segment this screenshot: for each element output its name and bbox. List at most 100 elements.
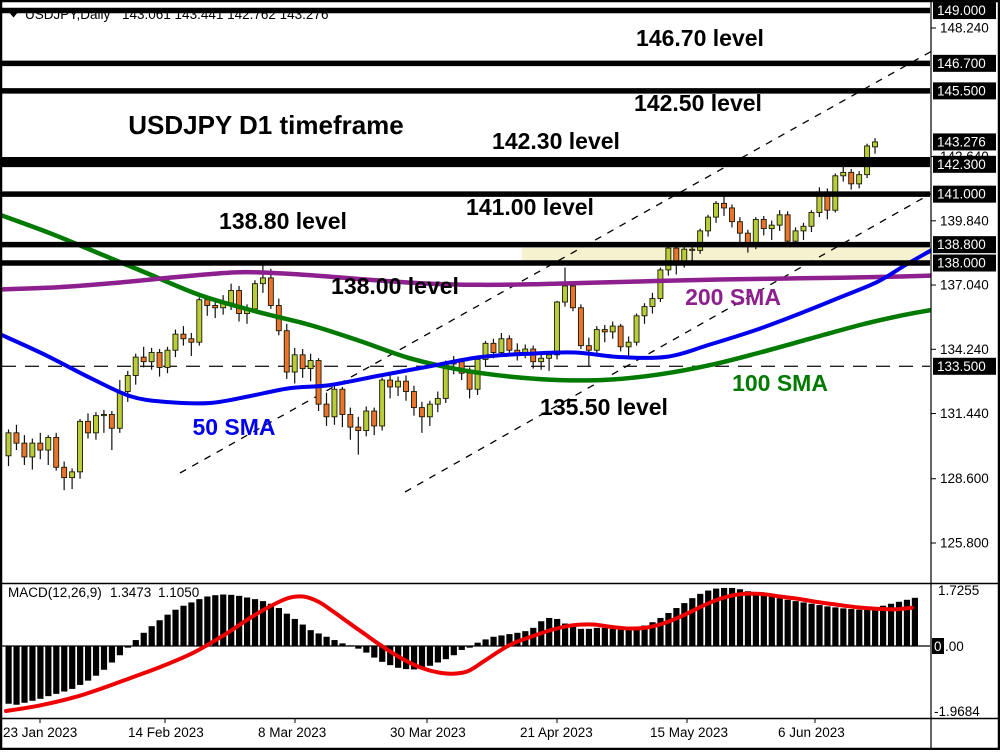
macd-histogram-bar	[641, 625, 648, 646]
candle-bearish	[315, 360, 322, 405]
level-label-141-00: 141.00 level	[466, 194, 594, 220]
candle-bullish	[379, 379, 386, 427]
macd-histogram-bar	[204, 596, 211, 646]
macd-histogram-bar	[29, 646, 36, 701]
macd-histogram-bar	[5, 646, 12, 704]
price-axis[interactable]: 148.240142.640139.840137.040134.240131.4…	[931, 2, 996, 550]
macd-histogram-bar	[506, 634, 513, 646]
macd-histogram-bar	[840, 608, 847, 646]
symbol-dropdown-icon[interactable]	[8, 11, 19, 18]
macd-histogram-bar	[307, 630, 314, 646]
candle-bullish	[164, 349, 171, 368]
candle-bearish	[204, 299, 211, 306]
candle-bearish	[490, 342, 497, 353]
macd-histogram-bar	[824, 606, 831, 646]
candle-bullish	[657, 269, 664, 300]
macd-histogram-bar	[633, 626, 640, 646]
sma-100-label: 100 SMA	[732, 370, 828, 396]
candle-bullish	[800, 225, 807, 232]
candle-bullish	[705, 216, 712, 232]
macd-zero-marker	[932, 638, 944, 654]
candle-bearish	[617, 325, 624, 348]
macd-histogram-bar	[872, 607, 879, 646]
candle-bearish	[37, 442, 44, 451]
macd-signal-line	[4, 591, 914, 713]
annotation-labels: 146.70 level 142.50 level USDJPY D1 time…	[128, 25, 828, 440]
candle-bullish	[546, 354, 553, 359]
candle-bearish	[570, 285, 576, 309]
date-tick-label: 23 Jan 2023	[3, 725, 77, 740]
macd-histogram-bar	[736, 589, 744, 646]
macd-histogram-bar	[832, 607, 839, 646]
candle-bearish	[784, 214, 791, 242]
macd-histogram-bar	[347, 645, 354, 647]
macd-histogram-bar	[697, 593, 704, 646]
candle-bearish	[371, 410, 378, 427]
macd-histogram-bar	[895, 601, 903, 646]
candle-bearish	[736, 221, 743, 234]
highlight-band	[522, 247, 930, 261]
candle-bullish	[100, 414, 107, 417]
macd-histogram-bar	[267, 603, 275, 646]
level-label-142-30: 142.30 level	[492, 128, 620, 154]
macd-histogram-bar	[116, 646, 123, 656]
macd-histogram-bar	[880, 605, 887, 646]
candle-bearish	[21, 442, 28, 458]
candle-bullish	[697, 230, 704, 251]
level-label-138-80: 138.80 level	[219, 208, 347, 234]
candle-bullish	[124, 375, 131, 392]
candle-bullish	[593, 329, 600, 351]
date-tick-label: 21 Apr 2023	[520, 725, 593, 740]
price-level-badge-label: 141.000	[937, 187, 986, 202]
macd-histogram-bar	[649, 622, 656, 646]
candle-bullish	[665, 247, 672, 271]
macd-histogram-bar	[601, 627, 608, 646]
candle-bullish	[228, 290, 235, 304]
trendline-dashed[interactable]	[179, 50, 932, 474]
candle-bearish	[577, 307, 584, 347]
macd-histogram-bar	[752, 593, 759, 646]
price-tick-label: 137.040	[940, 278, 989, 293]
candle-bullish	[132, 356, 139, 376]
date-tick-label: 30 Mar 2023	[390, 725, 466, 740]
trendline-dashed[interactable]	[404, 192, 932, 493]
macd-histogram-bar	[403, 646, 410, 670]
macd-histogram-bar	[458, 646, 465, 650]
time-axis[interactable]: 23 Jan 2023 14 Feb 2023 8 Mar 2023 30 Mar 2…	[3, 718, 845, 740]
macd-histogram-bar	[816, 605, 823, 646]
macd-histogram-bar	[108, 646, 116, 663]
macd-histogram-bar	[498, 635, 505, 646]
macd-histogram-bar	[164, 614, 171, 646]
macd-histogram-bar	[251, 599, 259, 646]
macd-histogram-bar	[21, 646, 28, 703]
macd-histogram-bar	[665, 613, 672, 646]
candle-bullish	[808, 212, 815, 227]
candle-bullish	[625, 341, 632, 348]
candle-bullish	[69, 471, 76, 479]
macd-histogram-bar	[132, 640, 139, 646]
candle-bearish	[347, 414, 354, 428]
macd-histogram-bar	[721, 587, 728, 646]
macd-histogram-bar	[61, 646, 68, 692]
sma-200-label: 200 SMA	[685, 284, 781, 310]
macd-histogram-bar	[291, 618, 298, 646]
sma-lines	[2, 213, 931, 406]
candle-bearish	[848, 171, 855, 185]
symbol-period-label: USDJPY,Daily	[25, 7, 111, 22]
candle-bearish	[283, 330, 290, 373]
macd-indicator-label: MACD(12,26,9)	[8, 585, 102, 600]
candle-bearish	[236, 290, 243, 314]
macd-histogram-bar	[299, 624, 306, 646]
macd-histogram-bar	[37, 646, 44, 699]
macd-histogram-bar	[13, 646, 20, 705]
candle-bullish	[196, 299, 203, 343]
macd-histogram-bar	[911, 597, 918, 646]
price-tick-label: 139.840	[940, 213, 989, 228]
price-level-badge	[933, 254, 996, 272]
macd-histogram-bar	[800, 602, 807, 646]
macd-histogram-bar	[188, 602, 195, 646]
level-lines	[2, 7, 930, 266]
price-level-badge-label: 133.500	[937, 359, 986, 374]
